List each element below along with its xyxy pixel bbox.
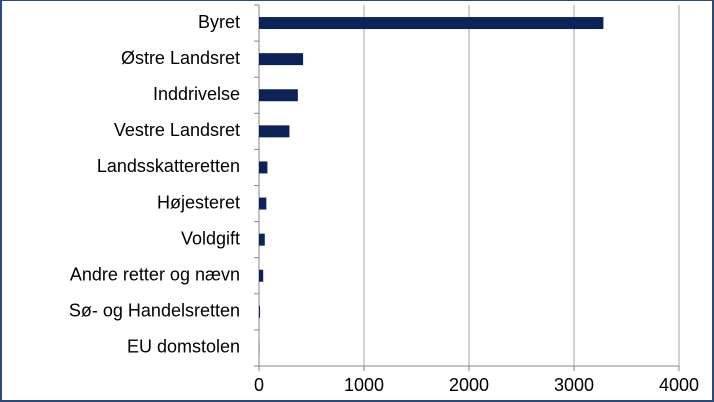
y-tick-label: Voldgift xyxy=(181,228,240,248)
bar xyxy=(259,89,298,102)
bar xyxy=(259,125,290,138)
y-tick-label: Vestre Landsret xyxy=(114,120,240,140)
bar xyxy=(259,233,265,246)
y-tick-label: Højesteret xyxy=(157,192,240,212)
bar xyxy=(259,161,268,174)
y-tick-label: Byret xyxy=(198,12,240,32)
bar xyxy=(259,17,604,30)
bar xyxy=(259,269,264,282)
y-tick-label: Inddrivelse xyxy=(153,84,240,104)
y-tick-label: Landsskatteretten xyxy=(97,156,240,176)
y-tick-label: Andre retter og nævn xyxy=(70,265,240,285)
x-tick-label: 3000 xyxy=(554,375,594,395)
x-tick-label: 1000 xyxy=(344,375,384,395)
y-tick-label: Østre Landsret xyxy=(121,48,240,68)
bar xyxy=(259,197,267,210)
y-tick-label: Sø- og Handelsretten xyxy=(69,301,240,321)
y-tick-label: EU domstolen xyxy=(127,337,240,357)
x-tick-label: 2000 xyxy=(449,375,489,395)
x-tick-label: 4000 xyxy=(659,375,699,395)
bar xyxy=(259,305,261,318)
bar xyxy=(259,53,304,66)
x-tick-label: 0 xyxy=(254,375,264,395)
